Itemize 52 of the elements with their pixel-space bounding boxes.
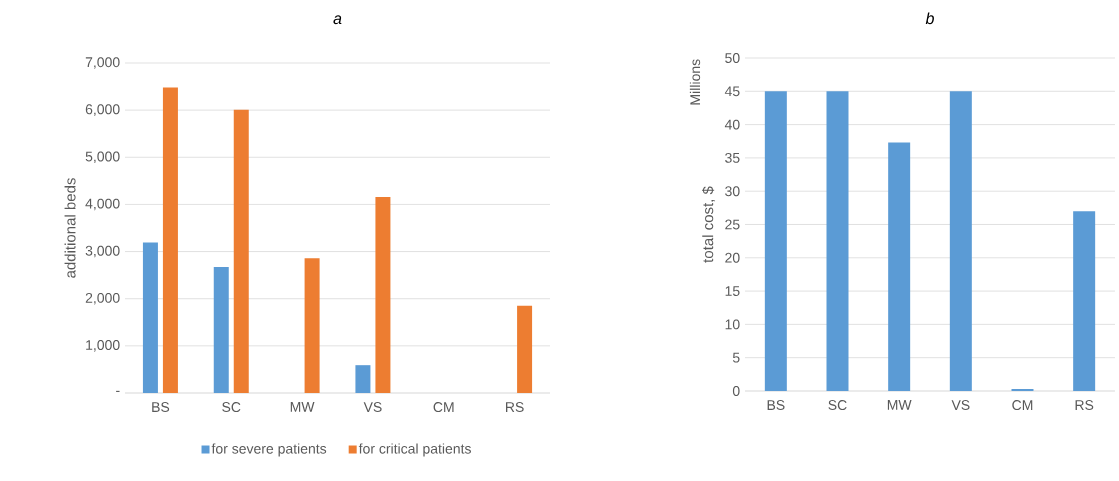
x-tick-label: CM [433, 402, 454, 413]
legend-label: for critical patients [358, 443, 471, 457]
x-tick-label: MW [887, 400, 912, 410]
y-tick-label: 45 [724, 86, 740, 97]
x-tick-label: VS [363, 402, 382, 413]
x-tick-label: BS [767, 400, 785, 411]
legend-label: for severe patients [211, 443, 327, 457]
bar [304, 258, 320, 393]
bar [1011, 388, 1034, 391]
y-tick-label: 3,000 [85, 245, 120, 258]
y-tick-label: 20 [725, 252, 740, 263]
x-tick-label: SC [828, 400, 847, 411]
bar [764, 91, 787, 391]
x-tick-label: CM [1012, 400, 1033, 411]
bar [888, 142, 911, 391]
y-tick-label: 30 [725, 186, 740, 197]
y-tick-label: 5,000 [85, 151, 120, 164]
y-tick-label: 1,000 [86, 340, 120, 352]
chart-title: a [333, 15, 342, 25]
bar [1073, 211, 1096, 391]
y-axis-title: total cost, $ [702, 186, 716, 263]
y-tick-label: - [116, 390, 120, 392]
bar [826, 91, 849, 391]
x-tick-label: VS [951, 400, 970, 411]
x-tick-label: RS [1075, 400, 1094, 411]
y-axis-title: additional beds [64, 178, 76, 278]
bar [517, 305, 533, 393]
y-tick-label: 2,000 [85, 292, 120, 305]
bar [949, 91, 972, 391]
y-tick-label: 4,000 [85, 198, 120, 211]
y-tick-label: 50 [725, 53, 740, 63]
x-tick-label: RS [506, 402, 524, 413]
y-tick-label: 7,000 [85, 57, 120, 69]
x-tick-label: SC [222, 402, 241, 413]
y-tick-label: 35 [725, 152, 740, 163]
bar [142, 242, 158, 393]
y-tick-label: 5 [732, 352, 740, 363]
y-tick-label: 25 [725, 219, 740, 230]
y-tick-label: 40 [724, 119, 740, 130]
y-tick-label: 6,000 [85, 104, 120, 116]
x-tick-label: MW [290, 402, 315, 412]
x-tick-label: BS [152, 402, 170, 413]
chart-title: b [925, 12, 934, 25]
y-tick-label: 15 [725, 286, 740, 296]
bar [213, 267, 229, 393]
bar [375, 196, 391, 393]
y-tick-label: 0 [732, 386, 740, 396]
text: Millions [689, 59, 701, 105]
bar [233, 109, 249, 393]
y-tick-label: 10 [725, 319, 740, 330]
bar [162, 87, 178, 393]
bar [355, 365, 371, 393]
